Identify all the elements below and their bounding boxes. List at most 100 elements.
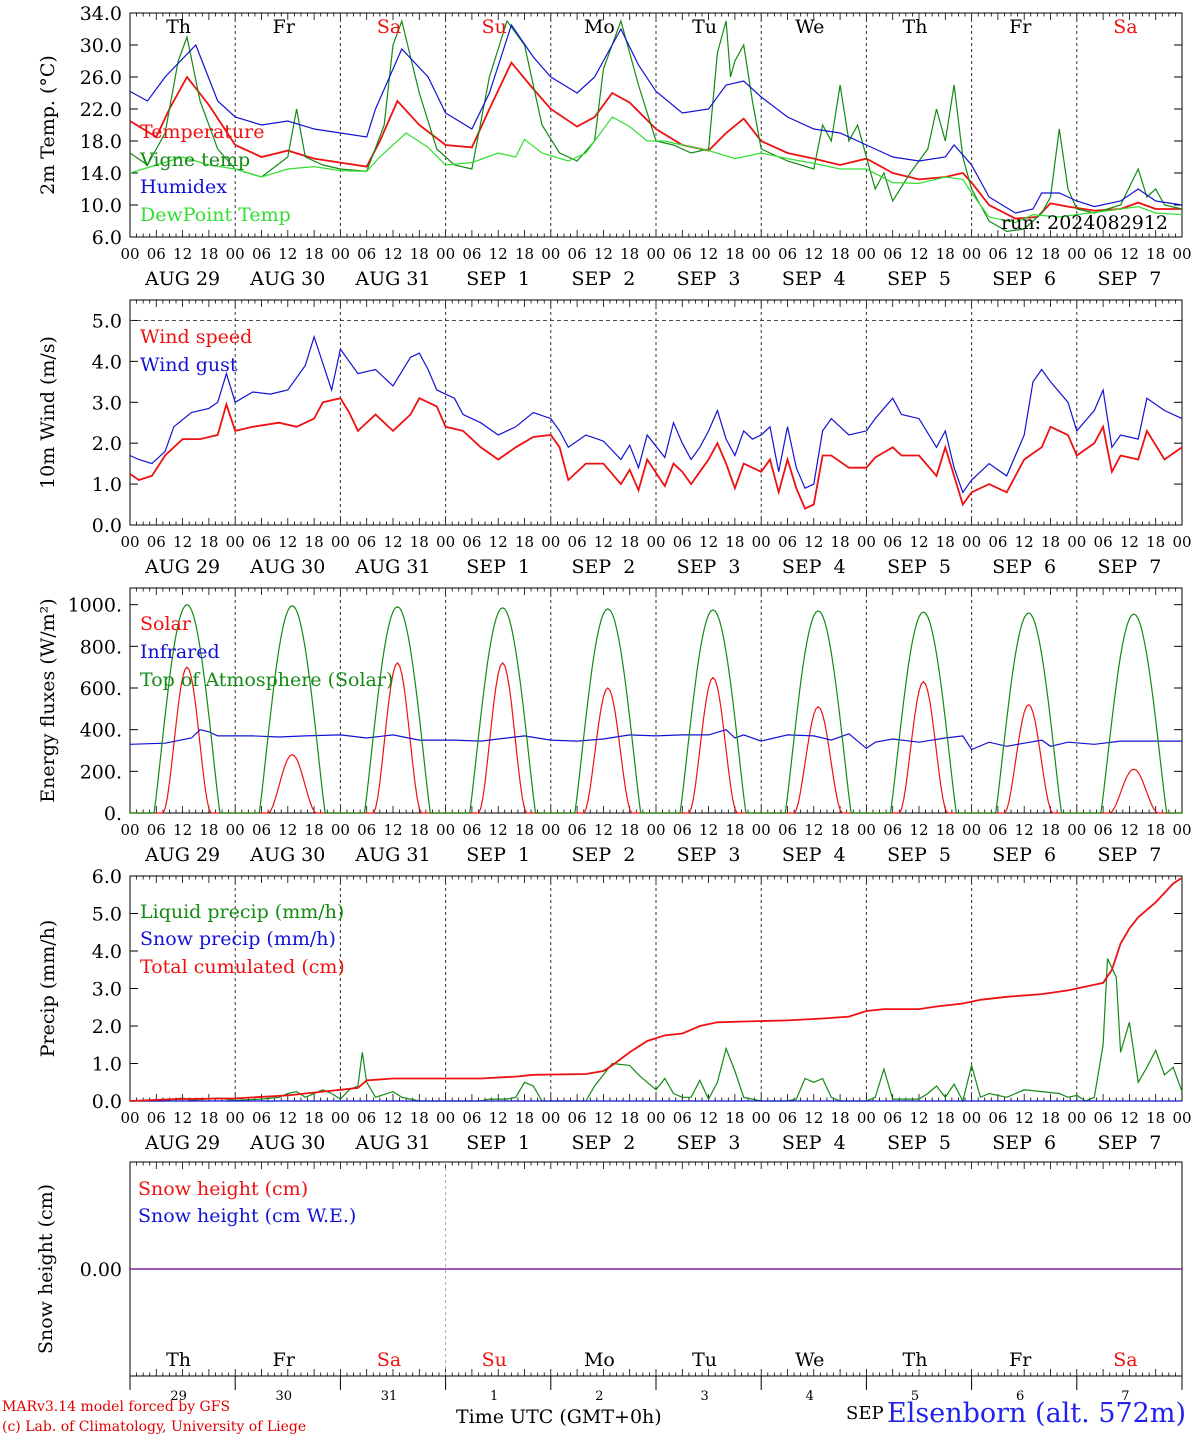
hour-tick-label: 12 xyxy=(804,1109,823,1127)
hour-tick-label: 12 xyxy=(909,245,928,263)
day-number-label: 2 xyxy=(595,1389,603,1404)
hour-tick-label: 00 xyxy=(331,1109,350,1127)
hour-tick-label: 18 xyxy=(199,245,218,263)
series-line-3-3 xyxy=(130,604,1182,814)
hour-tick-label: 00 xyxy=(1067,533,1086,551)
y-tick-label: 34.0 xyxy=(80,3,122,25)
y-tick-label: 3.0 xyxy=(92,392,122,414)
legend-entry: Temperature xyxy=(140,121,264,143)
date-label: SEP 4 xyxy=(782,1132,846,1154)
hour-tick-label: 00 xyxy=(1172,245,1191,263)
y-tick-label: 5.0 xyxy=(92,904,122,926)
hour-tick-label: 00 xyxy=(331,821,350,839)
date-label: AUG 29 xyxy=(144,556,220,578)
day-of-week-label: Su xyxy=(482,16,507,38)
day-of-week-label: Sa xyxy=(1113,16,1137,38)
y-tick-label: 5.0 xyxy=(92,310,122,332)
date-label: AUG 29 xyxy=(144,1132,220,1154)
day-number-label: 3 xyxy=(700,1389,708,1404)
hour-tick-label: 06 xyxy=(673,1109,692,1127)
hour-tick-label: 18 xyxy=(410,821,429,839)
date-label: SEP 4 xyxy=(782,844,846,866)
hour-tick-label: 00 xyxy=(752,1109,771,1127)
panel-5 xyxy=(129,1161,1183,1390)
hour-tick-label: 00 xyxy=(1172,821,1191,839)
date-label: SEP 1 xyxy=(466,1132,530,1154)
hour-tick-label: 00 xyxy=(857,533,876,551)
hour-tick-label: 12 xyxy=(278,245,297,263)
hour-tick-label: 12 xyxy=(383,533,402,551)
day-number-label: 31 xyxy=(381,1389,398,1404)
date-label: SEP 6 xyxy=(992,268,1056,290)
hour-tick-label: 00 xyxy=(1172,533,1191,551)
series-line-4-1 xyxy=(130,958,1183,1103)
day-of-week-label: Fr xyxy=(1009,1349,1032,1371)
hour-tick-label: 18 xyxy=(725,533,744,551)
legend-entry: Humidex xyxy=(140,176,227,198)
date-label: SEP 2 xyxy=(571,1132,635,1154)
credit-line-model: MARv3.14 model forced by GFS xyxy=(2,1399,231,1415)
series-line-2-2 xyxy=(129,334,1183,494)
day-of-week-label: Sa xyxy=(377,1349,401,1371)
hour-tick-label: 18 xyxy=(936,821,955,839)
hour-tick-label: 18 xyxy=(620,821,639,839)
hour-tick-label: 06 xyxy=(883,821,902,839)
y-tick-label: 22.0 xyxy=(80,99,122,121)
hour-tick-label: 00 xyxy=(120,245,139,263)
hour-tick-label: 06 xyxy=(252,821,271,839)
hour-tick-label: 12 xyxy=(699,821,718,839)
hour-tick-label: 18 xyxy=(515,533,534,551)
hour-tick-label: 00 xyxy=(646,821,665,839)
date-label: AUG 30 xyxy=(249,1132,325,1154)
legend-entry: Snow height (cm W.E.) xyxy=(138,1205,356,1227)
hour-tick-label: 18 xyxy=(410,533,429,551)
hour-tick-label: 18 xyxy=(410,1109,429,1127)
hour-tick-label: 18 xyxy=(620,533,639,551)
hour-tick-label: 18 xyxy=(620,1109,639,1127)
hour-tick-label: 12 xyxy=(383,245,402,263)
hour-tick-label: 18 xyxy=(199,533,218,551)
day-number-label: 29 xyxy=(170,1389,187,1404)
hour-tick-label: 00 xyxy=(436,821,455,839)
hour-tick-label: 12 xyxy=(1120,533,1139,551)
hour-tick-label: 00 xyxy=(646,245,665,263)
date-label: SEP 1 xyxy=(466,556,530,578)
hour-tick-label: 06 xyxy=(357,533,376,551)
hour-tick-label: 18 xyxy=(725,245,744,263)
hour-tick-label: 12 xyxy=(1120,245,1139,263)
hour-tick-label: 00 xyxy=(646,1109,665,1127)
series-line-1-2 xyxy=(129,18,1183,233)
hour-tick-label: 18 xyxy=(620,245,639,263)
station-label: Elsenborn (alt. 572m) xyxy=(887,1398,1186,1429)
legend-entry: DewPoint Temp xyxy=(140,204,291,226)
y-tick-label: 4.0 xyxy=(92,941,122,963)
hour-tick-label: 06 xyxy=(568,821,587,839)
hour-tick-label: 00 xyxy=(541,821,560,839)
hour-tick-label: 12 xyxy=(1015,245,1034,263)
hour-tick-label: 18 xyxy=(305,1109,324,1127)
day-number-label: 7 xyxy=(1121,1389,1129,1404)
hour-tick-label: 00 xyxy=(541,245,560,263)
day-number-label: 6 xyxy=(1016,1389,1024,1404)
y-tick-label: 0.0 xyxy=(92,515,122,537)
credit-line-lab: (c) Lab. of Climatology, University of L… xyxy=(2,1419,307,1435)
panel-2 xyxy=(129,299,1183,526)
hour-tick-label: 06 xyxy=(568,533,587,551)
y-tick-label: 0. xyxy=(104,803,122,825)
hour-tick-label: 12 xyxy=(173,533,192,551)
hour-tick-label: 18 xyxy=(1041,533,1060,551)
hour-tick-label: 18 xyxy=(1146,1109,1165,1127)
hour-tick-label: 00 xyxy=(1172,1109,1191,1127)
legend-entry: Solar xyxy=(140,613,192,635)
hour-tick-label: 18 xyxy=(936,533,955,551)
day-of-week-label: Mo xyxy=(584,16,615,38)
day-of-week-label: Tu xyxy=(692,1349,717,1371)
hour-tick-label: 12 xyxy=(278,821,297,839)
hour-tick-label: 00 xyxy=(226,821,245,839)
hour-tick-label: 06 xyxy=(1094,821,1113,839)
day-number-label: 30 xyxy=(276,1389,293,1404)
hour-tick-label: 06 xyxy=(778,1109,797,1127)
hour-tick-label: 06 xyxy=(988,1109,1007,1127)
y-tick-label: 30.0 xyxy=(80,35,122,57)
hour-tick-label: 18 xyxy=(1146,533,1165,551)
